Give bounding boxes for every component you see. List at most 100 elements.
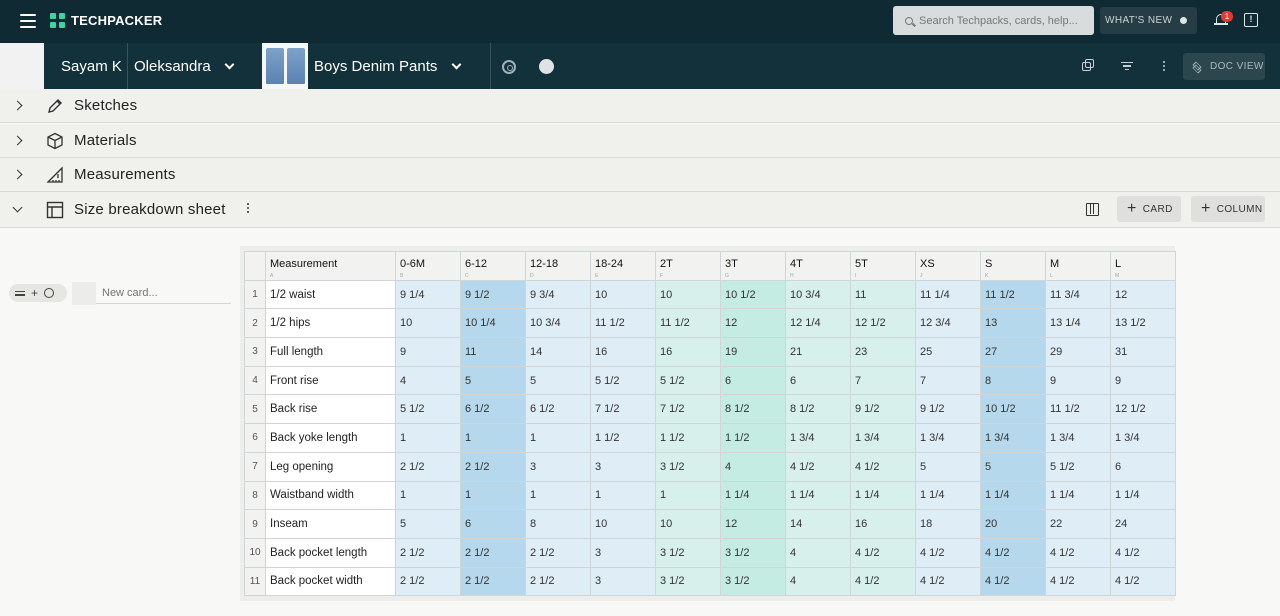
measurement-value-cell[interactable]: 11 1/2 xyxy=(590,308,656,339)
columns-icon[interactable] xyxy=(1086,203,1099,216)
measurement-value-cell[interactable]: 11 xyxy=(850,279,916,310)
measurement-value-cell[interactable]: 11 1/2 xyxy=(980,279,1046,310)
measurement-value-cell[interactable]: 4 1/2 xyxy=(1045,566,1111,597)
measurement-value-cell[interactable]: 11 1/2 xyxy=(1045,394,1111,425)
column-header-size[interactable]: 3T G xyxy=(720,251,786,281)
measurement-value-cell[interactable]: 4 xyxy=(785,537,851,568)
column-header-size[interactable]: XS J xyxy=(915,251,981,281)
measurement-value-cell[interactable]: 4 xyxy=(395,365,461,396)
measurement-value-cell[interactable]: 10 xyxy=(655,509,721,539)
measurement-value-cell[interactable]: 9 1/2 xyxy=(915,394,981,425)
measurement-name-cell[interactable]: Inseam xyxy=(265,509,396,539)
measurement-name-cell[interactable]: Back pocket length xyxy=(265,537,396,568)
measurement-value-cell[interactable]: 7 1/2 xyxy=(590,394,656,425)
measurement-value-cell[interactable]: 7 1/2 xyxy=(655,394,721,425)
measurement-value-cell[interactable]: 16 xyxy=(655,337,721,367)
measurement-value-cell[interactable]: 2 1/2 xyxy=(395,451,461,482)
copy-icon[interactable] xyxy=(1082,59,1096,73)
measurement-value-cell[interactable]: 3 xyxy=(590,537,656,568)
measurement-value-cell[interactable]: 10 3/4 xyxy=(525,308,591,339)
measurement-value-cell[interactable]: 4 1/2 xyxy=(850,451,916,482)
measurement-name-cell[interactable]: Leg opening xyxy=(265,451,396,482)
measurement-value-cell[interactable]: 14 xyxy=(785,509,851,539)
measurement-value-cell[interactable]: 3 xyxy=(590,566,656,597)
measurement-value-cell[interactable]: 23 xyxy=(850,337,916,367)
measurement-value-cell[interactable]: 1 1/4 xyxy=(1110,480,1176,511)
measurement-value-cell[interactable]: 11 1/4 xyxy=(915,279,981,310)
breadcrumb-user[interactable]: Sayam K xyxy=(61,57,122,75)
techpacker-logo[interactable]: TECHPACKER xyxy=(50,13,162,28)
measurement-value-cell[interactable]: 8 xyxy=(980,365,1046,396)
measurement-value-cell[interactable]: 8 1/2 xyxy=(785,394,851,425)
column-header-measurement[interactable]: Measurement A xyxy=(265,251,396,281)
measurement-value-cell[interactable]: 3 1/2 xyxy=(655,537,721,568)
measurement-value-cell[interactable]: 6 xyxy=(460,509,526,539)
measurement-value-cell[interactable]: 5 1/2 xyxy=(655,365,721,396)
column-header-size[interactable]: 4T H xyxy=(785,251,851,281)
breadcrumb-brand-dropdown[interactable]: Oleksandra xyxy=(134,43,235,89)
measurement-value-cell[interactable]: 13 xyxy=(980,308,1046,339)
measurement-value-cell[interactable]: 21 xyxy=(785,337,851,367)
measurement-value-cell[interactable]: 1 xyxy=(395,423,461,453)
measurement-value-cell[interactable]: 1 3/4 xyxy=(1045,423,1111,453)
measurement-value-cell[interactable]: 1 xyxy=(460,423,526,453)
settings-gear-icon[interactable] xyxy=(502,60,516,74)
measurement-value-cell[interactable]: 2 1/2 xyxy=(525,537,591,568)
drag-handle-icon[interactable] xyxy=(15,290,25,296)
measurement-value-cell[interactable]: 3 xyxy=(590,451,656,482)
new-card-input[interactable] xyxy=(96,282,231,304)
measurement-value-cell[interactable]: 9 xyxy=(1045,365,1111,396)
measurement-name-cell[interactable]: Back yoke length xyxy=(265,423,396,453)
measurement-name-cell[interactable]: Back pocket width xyxy=(265,566,396,597)
measurement-value-cell[interactable]: 2 1/2 xyxy=(395,537,461,568)
product-dropdown[interactable]: Boys Denim Pants xyxy=(314,43,462,89)
measurement-value-cell[interactable]: 1 3/4 xyxy=(1110,423,1176,453)
measurement-value-cell[interactable]: 1 1/2 xyxy=(720,423,786,453)
measurement-value-cell[interactable]: 4 1/2 xyxy=(1110,537,1176,568)
measurement-value-cell[interactable]: 8 xyxy=(525,509,591,539)
measurement-value-cell[interactable]: 16 xyxy=(850,509,916,539)
measurement-value-cell[interactable]: 11 3/4 xyxy=(1045,279,1111,310)
measurement-value-cell[interactable]: 5 1/2 xyxy=(395,394,461,425)
measurement-value-cell[interactable]: 7 xyxy=(915,365,981,396)
whats-new-button[interactable]: WHAT'S NEW xyxy=(1100,7,1197,34)
measurement-name-cell[interactable]: Full length xyxy=(265,337,396,367)
measurement-value-cell[interactable]: 6 1/2 xyxy=(525,394,591,425)
measurement-value-cell[interactable]: 12 xyxy=(720,308,786,339)
measurement-value-cell[interactable]: 1 1/4 xyxy=(1045,480,1111,511)
measurement-value-cell[interactable]: 12 1/2 xyxy=(1110,394,1176,425)
measurement-value-cell[interactable]: 1 1/4 xyxy=(720,480,786,511)
measurement-value-cell[interactable]: 10 1/4 xyxy=(460,308,526,339)
search-input[interactable]: Search Techpacks, cards, help... xyxy=(893,6,1094,35)
measurement-value-cell[interactable]: 5 1/2 xyxy=(1045,451,1111,482)
measurement-value-cell[interactable]: 3 1/2 xyxy=(720,566,786,597)
measurement-value-cell[interactable]: 31 xyxy=(1110,337,1176,367)
measurement-value-cell[interactable]: 1 1/2 xyxy=(590,423,656,453)
measurement-value-cell[interactable]: 10 xyxy=(590,279,656,310)
measurement-value-cell[interactable]: 19 xyxy=(720,337,786,367)
measurement-value-cell[interactable]: 3 1/2 xyxy=(655,566,721,597)
measurement-value-cell[interactable]: 1 xyxy=(590,480,656,511)
measurement-value-cell[interactable]: 4 1/2 xyxy=(850,566,916,597)
measurement-value-cell[interactable]: 4 1/2 xyxy=(850,537,916,568)
measurement-value-cell[interactable]: 9 xyxy=(1110,365,1176,396)
add-column-button[interactable]: + COLUMN xyxy=(1191,196,1265,222)
more-options-icon[interactable] xyxy=(1157,59,1171,73)
measurement-value-cell[interactable]: 1 1/4 xyxy=(915,480,981,511)
chevron-right-icon[interactable] xyxy=(12,100,23,111)
measurement-value-cell[interactable]: 10 xyxy=(395,308,461,339)
measurement-value-cell[interactable]: 13 1/2 xyxy=(1110,308,1176,339)
section-measurements[interactable]: Measurements xyxy=(0,158,1280,192)
section-size-breakdown[interactable]: Size breakdown sheet + CARD + COLUMN xyxy=(0,192,1280,228)
measurement-value-cell[interactable]: 1 xyxy=(525,423,591,453)
measurement-value-cell[interactable]: 4 1/2 xyxy=(1045,537,1111,568)
column-header-size[interactable]: 12-18 D xyxy=(525,251,591,281)
doc-view-button[interactable]: DOC VIEW xyxy=(1183,53,1265,80)
measurement-name-cell[interactable]: 1/2 waist xyxy=(265,279,396,310)
measurement-value-cell[interactable]: 24 xyxy=(1110,509,1176,539)
new-card-color-swatch[interactable] xyxy=(72,282,96,305)
add-card-button[interactable]: + CARD xyxy=(1117,196,1181,222)
measurement-value-cell[interactable]: 4 1/2 xyxy=(980,566,1046,597)
measurement-name-cell[interactable]: 1/2 hips xyxy=(265,308,396,339)
